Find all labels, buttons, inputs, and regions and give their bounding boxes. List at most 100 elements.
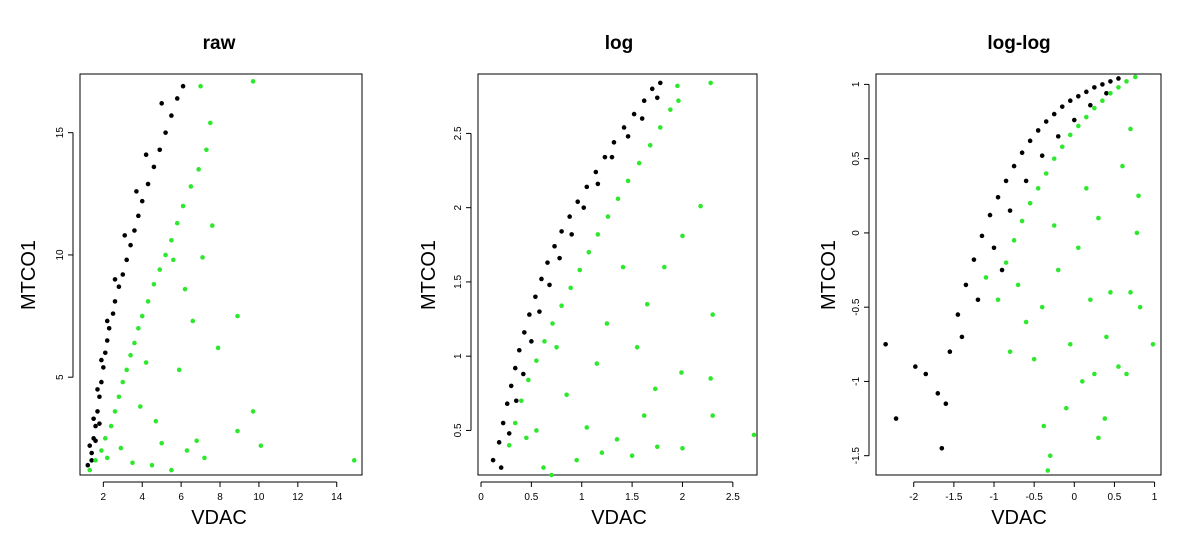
- data-point: [1027, 138, 1033, 144]
- data-point: [595, 181, 601, 187]
- data-point: [180, 203, 186, 209]
- data-point: [118, 445, 124, 451]
- data-point: [112, 299, 118, 304]
- data-point: [1116, 85, 1121, 90]
- data-point: [85, 462, 91, 468]
- x-tick-label: -2: [909, 492, 918, 503]
- y-tick-label: 0.5: [453, 423, 464, 437]
- data-point: [120, 379, 126, 385]
- data-point: [1067, 132, 1073, 138]
- x-tick-label: 2: [101, 492, 107, 503]
- data-point: [641, 98, 647, 104]
- data-point: [577, 267, 583, 273]
- data-point: [939, 445, 945, 451]
- data-point: [169, 467, 174, 473]
- data-point: [87, 467, 93, 473]
- data-point: [184, 448, 190, 453]
- data-point: [102, 350, 108, 356]
- data-point: [658, 80, 663, 86]
- y-tick-label: 0.5: [851, 151, 862, 165]
- x-tick-label: 1.5: [625, 492, 639, 503]
- data-point: [1035, 128, 1041, 133]
- data-point: [182, 286, 188, 292]
- data-point: [134, 189, 139, 194]
- data-point: [104, 318, 110, 324]
- data-point: [1108, 91, 1113, 96]
- data-point: [568, 285, 573, 291]
- data-point: [102, 436, 108, 441]
- data-point: [751, 432, 757, 438]
- y-tick-label: 1: [851, 81, 862, 87]
- data-point: [654, 95, 660, 101]
- x-tick-label: 14: [331, 492, 343, 503]
- y-tick-label: 15: [55, 127, 66, 139]
- data-point: [169, 237, 174, 243]
- data-point: [136, 213, 141, 219]
- data-point: [943, 401, 949, 407]
- data-point: [521, 371, 526, 377]
- data-point: [995, 194, 1001, 200]
- data-point: [1100, 82, 1105, 87]
- data-point: [574, 457, 580, 463]
- data-point: [658, 125, 663, 130]
- data-point: [679, 370, 684, 375]
- data-point: [629, 453, 635, 458]
- data-point: [975, 297, 981, 303]
- y-tick-label: 1.5: [453, 275, 464, 289]
- data-point: [1015, 282, 1021, 288]
- data-point: [180, 83, 186, 89]
- x-axis-label: VDAC: [591, 507, 647, 529]
- x-tick-label: 6: [178, 492, 184, 503]
- data-point: [615, 196, 621, 202]
- data-point: [569, 232, 574, 237]
- data-point: [516, 347, 522, 353]
- data-point: [1023, 178, 1029, 184]
- data-point: [93, 438, 98, 444]
- data-point: [498, 465, 504, 470]
- data-point: [157, 267, 163, 272]
- data-point: [1059, 104, 1065, 109]
- data-point: [593, 169, 599, 175]
- data-point: [883, 342, 888, 347]
- data-point: [1051, 223, 1057, 228]
- data-point: [258, 443, 264, 448]
- data-point: [151, 281, 157, 287]
- scatter-series-2: [87, 79, 357, 473]
- x-tick-label: -1: [990, 492, 999, 503]
- data-point: [128, 242, 133, 248]
- data-point: [97, 421, 102, 426]
- y-tick-label: 0: [851, 230, 862, 236]
- data-point: [534, 358, 539, 363]
- data-point: [1027, 200, 1033, 206]
- data-point: [599, 450, 605, 456]
- data-point: [1019, 150, 1025, 156]
- x-tick-label: 4: [139, 492, 145, 503]
- data-point: [208, 120, 213, 126]
- data-point: [99, 357, 104, 363]
- y-tick-label: 10: [55, 249, 66, 261]
- x-tick-label: 2: [680, 492, 686, 503]
- data-point: [1084, 114, 1089, 120]
- data-point: [529, 339, 534, 344]
- x-tick-label: 0.5: [1107, 492, 1121, 503]
- data-point: [139, 313, 145, 319]
- data-point: [215, 345, 221, 351]
- data-point: [1084, 89, 1089, 95]
- data-point: [567, 214, 572, 219]
- data-point: [552, 243, 557, 249]
- data-point: [194, 438, 199, 444]
- data-point: [631, 111, 637, 117]
- data-point: [1039, 153, 1045, 158]
- data-point: [1128, 290, 1133, 295]
- data-point: [675, 83, 680, 89]
- x-tick-label: -1.5: [945, 492, 963, 503]
- data-point: [625, 178, 631, 184]
- data-point: [987, 212, 993, 218]
- data-point: [1108, 79, 1113, 84]
- y-tick-label: -1.5: [851, 447, 862, 465]
- data-point: [504, 401, 510, 407]
- data-point: [116, 394, 122, 400]
- data-point: [188, 184, 194, 189]
- data-point: [1039, 304, 1045, 310]
- scatter-series-2: [506, 80, 757, 478]
